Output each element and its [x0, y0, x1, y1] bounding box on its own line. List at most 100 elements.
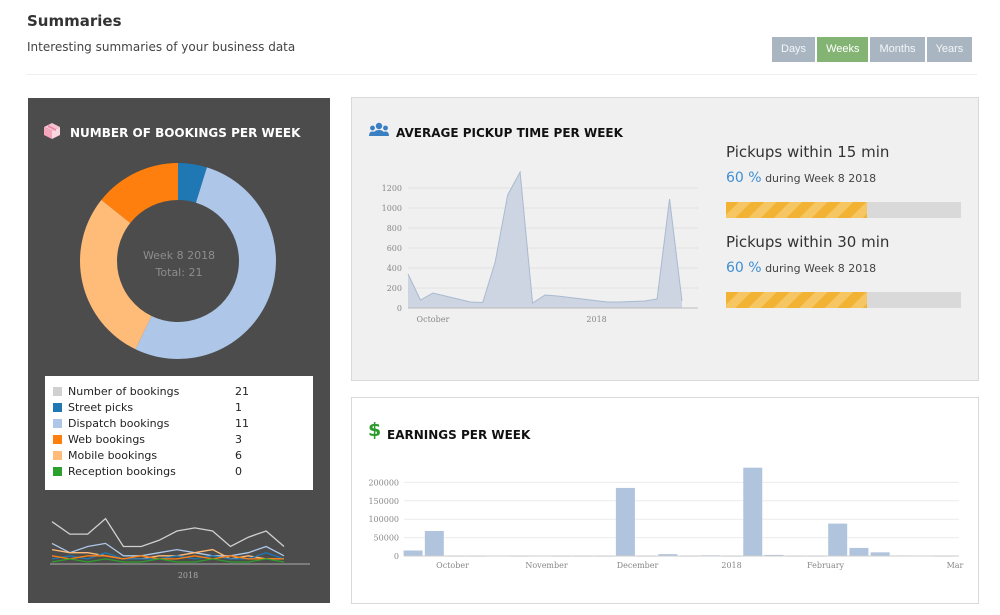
earnings-x-tick: December: [617, 561, 659, 570]
earnings-bar: [870, 552, 890, 556]
earnings-y-tick: 200000: [368, 478, 399, 487]
pickup-y-tick: 200: [387, 284, 402, 293]
earnings-bar: [403, 550, 423, 556]
earnings-title: EARNINGS PER WEEK: [387, 428, 531, 442]
legend-swatch: [53, 450, 62, 460]
sparkline-series-1: [51, 542, 285, 557]
earnings-x-tick: February: [807, 561, 845, 570]
earnings-bar: [615, 487, 635, 556]
tab-days[interactable]: Days: [772, 37, 816, 62]
legend-row-number-of-bookings: Number of bookings 21: [53, 383, 265, 399]
earnings-x-tick: October: [436, 561, 469, 570]
tab-months[interactable]: Months: [870, 37, 925, 62]
page-subtitle: Interesting summaries of your business d…: [27, 40, 296, 54]
earnings-x-tick: Mar: [947, 561, 964, 570]
legend-label: Dispatch bookings: [68, 416, 170, 430]
stat-30-caption: during Week 8 2018: [765, 262, 877, 275]
pickup-area: [408, 172, 682, 308]
stat-15-progress-fill: [726, 202, 867, 218]
legend-label: Mobile bookings: [68, 448, 158, 462]
earnings-y-tick: 150000: [368, 497, 399, 506]
earnings-x-tick: 2018: [721, 561, 741, 570]
earnings-bar: [424, 530, 444, 556]
stat-30-line: 60 % during Week 8 2018: [726, 260, 876, 276]
earnings-y-tick: 100000: [368, 515, 399, 524]
stat-30-heading: Pickups within 30 min: [726, 233, 890, 251]
pickup-x-tick: October: [417, 315, 450, 324]
pickup-x-tick: 2018: [586, 315, 606, 324]
pickup-y-tick: 1200: [382, 184, 402, 193]
sparkline-tick-label: 2018: [178, 571, 198, 580]
donut-center-total: Total: 21: [155, 266, 203, 279]
legend-value: 0: [235, 464, 242, 478]
pickup-y-tick: 1000: [382, 204, 402, 213]
legend-label: Web bookings: [68, 432, 146, 446]
page-title: Summaries: [27, 12, 122, 30]
earnings-bar-chart: 0 50000 100000 150000 200000 October November D…: [368, 467, 964, 570]
stat-30-progress-fill: [726, 292, 867, 308]
donut-center-week: Week 8 2018: [142, 249, 216, 262]
earnings-bar: [658, 554, 678, 556]
legend-label: Reception bookings: [68, 464, 176, 478]
pickup-line: [407, 170, 683, 304]
legend-row-dispatch-bookings: Dispatch bookings 11: [53, 415, 265, 431]
legend-row-street-picks: Street picks 1: [53, 399, 265, 415]
legend-label: Number of bookings: [68, 384, 180, 398]
stat-15-progress: [726, 202, 961, 218]
legend-swatch: [53, 418, 62, 428]
bookings-title: NUMBER OF BOOKINGS PER WEEK: [70, 126, 301, 140]
pickup-y-tick: 800: [387, 224, 402, 233]
earnings-bar: [849, 547, 869, 556]
earnings-bar: [828, 523, 848, 556]
sparkline-series-4: [51, 555, 284, 560]
cube-icon: [44, 123, 60, 139]
legend-label: Street picks: [68, 400, 134, 414]
sparkline-series-5: [51, 558, 285, 563]
pickup-panel: AVERAGE PICKUP TIME PER WEEK 0 200 400 600 8…: [351, 97, 979, 381]
legend-value: 11: [235, 416, 249, 430]
tab-years[interactable]: Years: [926, 37, 973, 62]
earnings-y-tick: 0: [394, 552, 399, 561]
stat-15-heading: Pickups within 15 min: [726, 143, 890, 161]
legend-row-mobile-bookings: Mobile bookings 6: [53, 447, 265, 463]
pickup-y-tick: 0: [397, 304, 402, 313]
donut-slice-dispatch-bookings: [135, 167, 277, 359]
donut-slice-street-picks: [178, 163, 207, 203]
legend-row-reception-bookings: Reception bookings 0: [53, 463, 265, 479]
pickup-y-tick: 600: [387, 244, 402, 253]
bookings-sparkline-chart: 2018: [50, 517, 310, 580]
header-divider: [27, 74, 977, 75]
legend-row-web-bookings: Web bookings 3: [53, 431, 265, 447]
legend-value: 1: [235, 400, 242, 414]
legend-swatch: [53, 434, 62, 444]
earnings-y-tick: 50000: [374, 534, 399, 543]
pickup-title: AVERAGE PICKUP TIME PER WEEK: [396, 126, 623, 140]
legend-value: 6: [235, 448, 242, 462]
legend-swatch: [53, 402, 62, 412]
earnings-panel: $ EARNINGS PER WEEK 0 50000 100000 150000 20…: [351, 397, 979, 604]
users-icon: [369, 122, 389, 136]
range-tabs: Days Weeks Months Years: [772, 37, 974, 62]
donut-slice-web-bookings: [101, 163, 178, 223]
bookings-panel: NUMBER OF BOOKINGS PER WEEK Week 8 2018 …: [28, 98, 330, 603]
pickup-area-chart: 0 200 400 600 800 1000 1200 October 2018: [382, 170, 698, 324]
legend-value: 3: [235, 432, 242, 446]
tab-weeks[interactable]: Weeks: [817, 37, 869, 62]
bookings-donut-chart: [79, 163, 277, 359]
earnings-x-tick: November: [525, 561, 568, 570]
stat-30-progress: [726, 292, 961, 308]
stat-15-line: 60 % during Week 8 2018: [726, 170, 876, 186]
bookings-legend: Number of bookings 21 Street picks 1 Dis…: [45, 376, 313, 490]
pickup-y-tick: 400: [387, 264, 402, 273]
legend-swatch: [53, 466, 62, 476]
stat-15-caption: during Week 8 2018: [765, 172, 877, 185]
stat-15-value: 60 %: [726, 170, 762, 186]
dollar-icon: $: [368, 419, 382, 441]
legend-value: 21: [235, 384, 249, 398]
earnings-bar: [764, 554, 784, 556]
sparkline-series-0: [51, 517, 285, 548]
stat-30-value: 60 %: [726, 260, 762, 276]
donut-slice-mobile-bookings: [79, 199, 152, 350]
sparkline-series-2: [51, 548, 284, 560]
earnings-bar: [743, 467, 763, 556]
